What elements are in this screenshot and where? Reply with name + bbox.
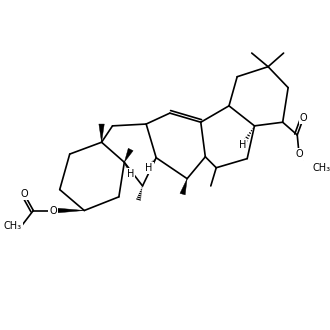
Text: H: H <box>239 140 246 150</box>
Polygon shape <box>180 179 187 195</box>
Polygon shape <box>124 148 133 162</box>
Text: CH₃: CH₃ <box>313 163 330 173</box>
Text: O: O <box>300 113 308 123</box>
Polygon shape <box>53 208 84 213</box>
Text: O: O <box>50 206 57 215</box>
Polygon shape <box>99 124 104 142</box>
Text: O: O <box>295 149 303 159</box>
Text: H: H <box>145 163 152 173</box>
Text: H: H <box>127 169 134 179</box>
Text: CH₃: CH₃ <box>3 221 21 231</box>
Text: O: O <box>20 189 28 199</box>
